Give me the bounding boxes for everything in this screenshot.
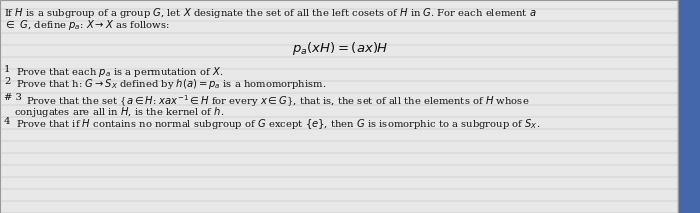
Text: If $H$ is a subgroup of a group $G$, let $X$ designate the set of all the left c: If $H$ is a subgroup of a group $G$, let…: [4, 6, 536, 20]
Text: conjugates are all in $H$, is the kernel of $h$.: conjugates are all in $H$, is the kernel…: [14, 105, 224, 119]
Text: 1: 1: [4, 65, 10, 74]
Text: # 3: # 3: [4, 93, 22, 102]
Text: Prove that the set {$a \in H$: $xax^{-1}\in H$ for every $x \in G$}, that is, th: Prove that the set {$a \in H$: $xax^{-1}…: [26, 93, 529, 109]
Text: $\in$ $G$, define $p_a$: $X\rightarrow X$ as follows:: $\in$ $G$, define $p_a$: $X\rightarrow X…: [4, 18, 169, 32]
Text: $p_a(xH) = (ax)H$: $p_a(xH) = (ax)H$: [292, 40, 388, 57]
Text: 4: 4: [4, 117, 10, 126]
Bar: [678, 0, 700, 213]
Text: Prove that each $p_a$ is a permutation of $X$.: Prove that each $p_a$ is a permutation o…: [16, 65, 223, 79]
Text: Prove that h: $G\rightarrow S_X$ defined by $h(a)=p_a$ is a homomorphism.: Prove that h: $G\rightarrow S_X$ defined…: [16, 77, 326, 91]
Text: Prove that if $H$ contains no normal subgroup of $G$ except $\{e\}$, then $G$ is: Prove that if $H$ contains no normal sub…: [16, 117, 540, 131]
Text: 2: 2: [4, 77, 10, 86]
